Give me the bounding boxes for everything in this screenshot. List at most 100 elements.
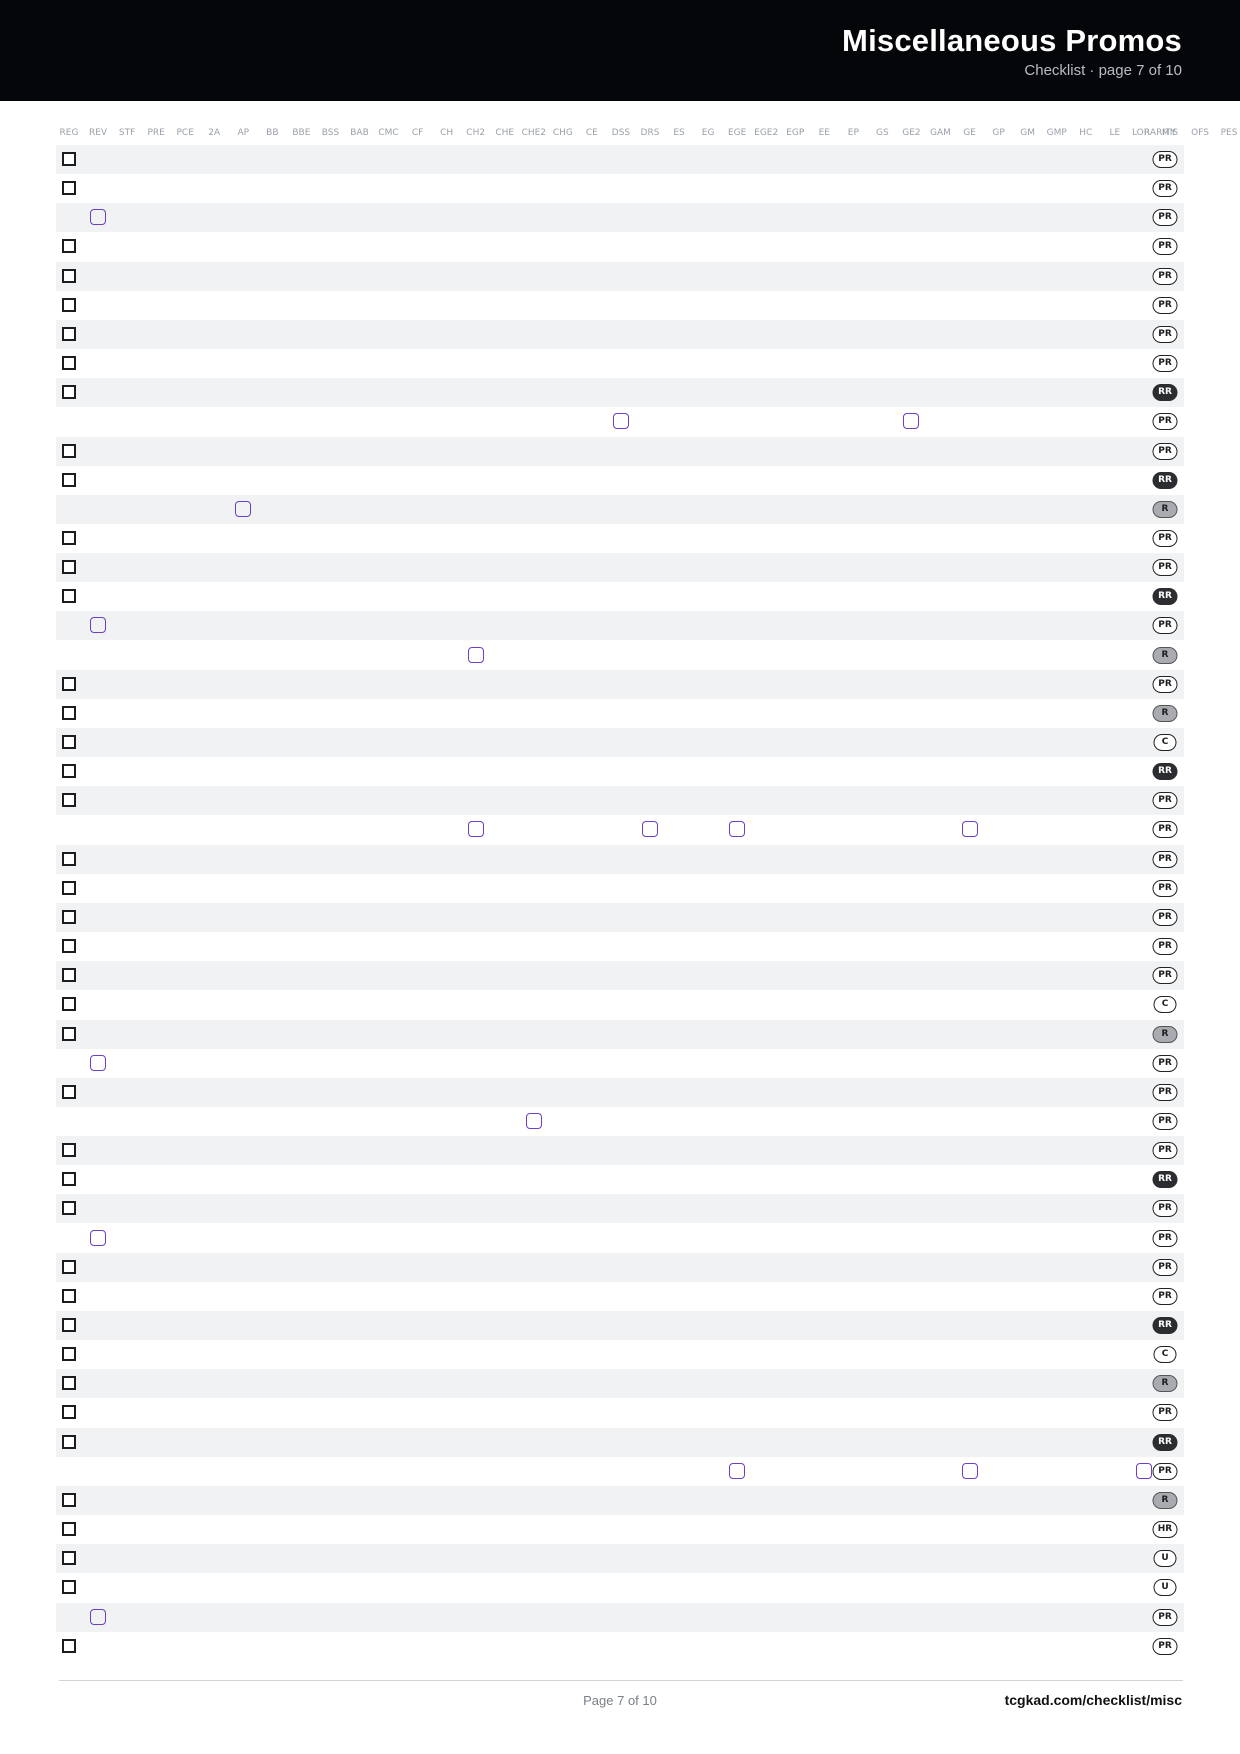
checkbox[interactable] xyxy=(62,589,76,604)
page-subtitle: Checklist · page 7 of 10 xyxy=(1024,62,1182,79)
checkbox[interactable] xyxy=(62,268,76,283)
checkbox[interactable] xyxy=(62,1492,76,1507)
checkbox[interactable] xyxy=(62,385,76,400)
column-header-gp: GP xyxy=(992,128,1005,138)
variant-checkbox-drs[interactable] xyxy=(642,821,658,838)
checkbox[interactable] xyxy=(62,472,76,487)
checkbox[interactable] xyxy=(62,443,76,458)
rarity-badge: RR xyxy=(1152,1433,1178,1451)
checkbox[interactable] xyxy=(62,1259,76,1274)
checkbox[interactable] xyxy=(62,1143,76,1158)
column-header-ee: EE xyxy=(818,128,830,138)
checkbox[interactable] xyxy=(62,1288,76,1303)
rarity-badge: RR xyxy=(1152,1317,1178,1334)
rarity-badge: PR xyxy=(1152,267,1178,285)
checkbox[interactable] xyxy=(62,530,76,545)
rarity-badge: PR xyxy=(1152,617,1178,635)
checkbox[interactable] xyxy=(62,735,76,749)
checklist-row: PR xyxy=(56,1632,1184,1661)
checkbox[interactable] xyxy=(62,1580,76,1595)
column-header-cmc: CMC xyxy=(378,128,399,138)
checkbox[interactable] xyxy=(62,239,76,254)
checkbox[interactable] xyxy=(62,1084,76,1099)
variant-checkbox-dss[interactable] xyxy=(612,413,629,430)
checkbox[interactable] xyxy=(62,705,76,720)
checkbox[interactable] xyxy=(62,1522,76,1537)
rarity-badge: R xyxy=(1152,704,1178,722)
variant-checkbox-ap[interactable] xyxy=(235,500,252,517)
checkbox[interactable] xyxy=(62,793,76,808)
checklist-row: RR xyxy=(56,466,1184,495)
variant-checkbox-rev[interactable] xyxy=(90,1608,107,1625)
checkbox[interactable] xyxy=(62,909,76,924)
rarity-badge: R xyxy=(1152,1375,1178,1393)
variant-checkbox-lor[interactable] xyxy=(1135,1462,1152,1479)
rarity-badge: PR xyxy=(1152,355,1178,373)
checkbox[interactable] xyxy=(62,1376,76,1391)
checkbox[interactable] xyxy=(62,297,76,312)
checklist-row: PR xyxy=(56,1282,1184,1311)
checkbox[interactable] xyxy=(62,1638,76,1653)
column-header-ap: AP xyxy=(237,128,250,138)
column-header-gs: GS xyxy=(876,128,889,138)
checkbox[interactable] xyxy=(62,560,76,575)
checkbox[interactable] xyxy=(62,939,76,954)
column-header-ege: EGE xyxy=(727,128,747,138)
rarity-badge: RR xyxy=(1152,471,1178,489)
column-header-bss: BSS xyxy=(321,128,340,138)
checkbox[interactable] xyxy=(62,1172,76,1187)
checkbox[interactable] xyxy=(62,326,76,341)
column-header-egp: EGP xyxy=(786,128,805,138)
checkbox[interactable] xyxy=(62,1551,76,1566)
checklist-row: PR xyxy=(56,1136,1184,1166)
checkbox[interactable] xyxy=(62,676,76,691)
column-header-le: LE xyxy=(1109,128,1121,138)
checklist-row: R xyxy=(56,699,1184,728)
rarity-badge: PR xyxy=(1152,1200,1178,1218)
checkbox[interactable] xyxy=(62,152,76,166)
checklist-row: U xyxy=(56,1544,1184,1574)
variant-checkbox-rev[interactable] xyxy=(90,1054,107,1071)
rarity-badge: PR xyxy=(1152,180,1178,198)
checklist-row: HR xyxy=(56,1515,1184,1544)
checkbox[interactable] xyxy=(62,1026,76,1041)
checkbox[interactable] xyxy=(62,1347,76,1362)
variant-checkbox-che2[interactable] xyxy=(525,1112,542,1129)
rarity-badge: U xyxy=(1153,1550,1177,1568)
checkbox[interactable] xyxy=(62,997,76,1012)
variant-checkbox-rev[interactable] xyxy=(90,209,107,226)
rarity-badge: U xyxy=(1153,1579,1177,1597)
checkbox[interactable] xyxy=(62,764,76,779)
variant-checkbox-rev[interactable] xyxy=(90,617,107,634)
checkbox[interactable] xyxy=(62,880,76,895)
variant-checkbox-ege[interactable] xyxy=(729,821,746,838)
footer-url: tcgkad.com/checklist/misc xyxy=(1004,1692,1182,1708)
rarity-badge: PR xyxy=(1152,792,1178,810)
checkbox[interactable] xyxy=(62,1405,76,1420)
variant-checkbox-ge[interactable] xyxy=(961,821,978,838)
checklist-row: RR xyxy=(56,582,1184,611)
column-header-che2: CHE2 xyxy=(521,128,547,138)
rarity-badge: PR xyxy=(1152,850,1178,868)
checkbox[interactable] xyxy=(62,851,76,866)
column-header-bbe: BBE xyxy=(292,128,311,138)
column-header-che: CHE xyxy=(495,128,515,138)
variant-checkbox-ge2[interactable] xyxy=(903,413,920,430)
checkbox[interactable] xyxy=(62,356,76,371)
checkbox[interactable] xyxy=(62,968,76,983)
variant-checkbox-ge[interactable] xyxy=(961,1462,978,1479)
variant-checkbox-ch2[interactable] xyxy=(467,646,484,663)
checkbox[interactable] xyxy=(62,1201,76,1216)
checklist-row: PR xyxy=(56,786,1184,816)
variant-checkbox-ege[interactable] xyxy=(729,1462,746,1479)
column-header-chg: CHG xyxy=(552,128,573,138)
checklist-row: C xyxy=(56,728,1184,757)
checkbox[interactable] xyxy=(62,1318,76,1332)
rarity-badge: C xyxy=(1153,1346,1177,1364)
rarity-badge: PR xyxy=(1152,442,1178,460)
variant-checkbox-rev[interactable] xyxy=(90,1229,107,1246)
checkbox[interactable] xyxy=(62,181,76,196)
checkbox[interactable] xyxy=(62,1434,76,1449)
column-header-pre: PRE xyxy=(147,128,165,138)
variant-checkbox-ch2[interactable] xyxy=(467,821,484,838)
